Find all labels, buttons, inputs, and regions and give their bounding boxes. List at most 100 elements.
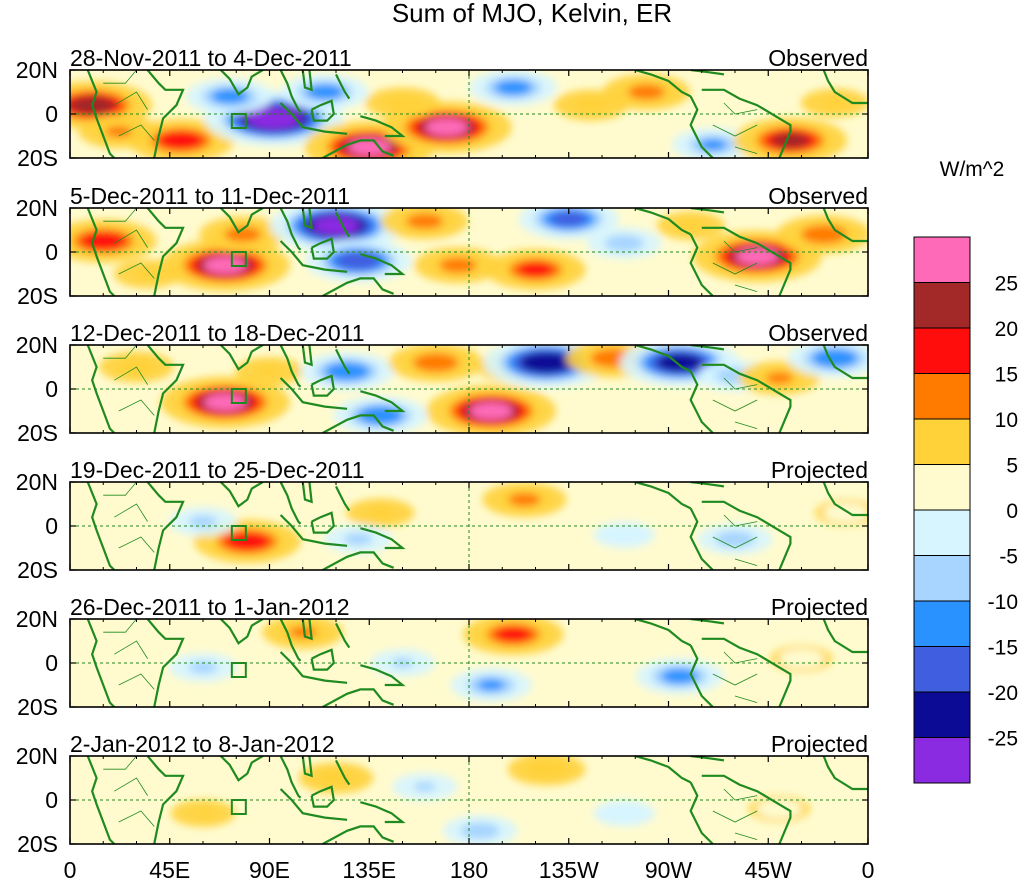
coastline [822, 482, 868, 517]
panel-period-label: 12-Dec-2011 to 18-Dec-2011 [70, 320, 365, 346]
field-blob [188, 515, 218, 528]
field-blob [224, 532, 270, 551]
panel-field [70, 756, 868, 844]
x-tick-label: 0 [862, 857, 875, 883]
coastline [689, 233, 714, 296]
field-blob [812, 348, 858, 368]
field-blob [604, 234, 644, 252]
field-blob [406, 213, 444, 229]
y-tick-label: 20S [17, 694, 58, 720]
coastline [146, 70, 185, 158]
panel-period-label: 28-Nov-2011 to 4-Dec-2011 [70, 45, 352, 71]
field-blob [520, 351, 574, 374]
country-border [114, 777, 148, 796]
coastline [335, 211, 351, 238]
coastline [279, 514, 348, 547]
x-tick-label: 0 [64, 857, 77, 883]
coastline [701, 500, 792, 570]
x-tick-label: 90W [645, 857, 693, 883]
panel-field [70, 208, 868, 296]
coastline [279, 240, 348, 273]
country-border [103, 756, 137, 770]
coastline [634, 208, 692, 236]
coastline [701, 637, 792, 707]
panels-group: 20N 0 20S 28-Nov-2011 to 4-Dec-2011 Observed… [16, 45, 869, 857]
coastline [335, 759, 351, 786]
y-tick-label: 0 [45, 101, 58, 127]
coastline [335, 73, 351, 100]
coastline [322, 414, 395, 433]
coastline [634, 482, 692, 510]
coastline [86, 756, 116, 844]
country-border [114, 366, 148, 385]
y-tick-label: 20N [16, 195, 58, 221]
y-tick-label: 0 [45, 787, 58, 813]
country-border [103, 345, 137, 359]
field-blob [347, 138, 391, 156]
colorbar-swatch [913, 509, 971, 556]
field-blob [439, 257, 477, 273]
y-tick-label: 20N [16, 469, 58, 495]
coastline [634, 70, 692, 98]
country-border [114, 503, 148, 522]
colorbar-swatch [913, 646, 971, 693]
country-border [118, 673, 155, 690]
field-blob [661, 668, 698, 684]
coastline [301, 482, 313, 504]
y-tick-label: 0 [45, 239, 58, 265]
country-border [712, 536, 758, 549]
coastline [86, 619, 116, 707]
colorbar-label: 15 [995, 364, 1018, 387]
colorbar-label: -5 [999, 546, 1018, 569]
panel-period-label: 19-Dec-2011 to 25-Dec-2011 [70, 457, 365, 483]
coastline [279, 788, 348, 821]
y-tick-label: 0 [45, 376, 58, 402]
panel-period-label: 5-Dec-2011 to 11-Dec-2011 [70, 183, 350, 209]
coastline [322, 825, 395, 844]
x-axis-labels: 0 45E 90E 135E 180 135W 90W 45W 0 [64, 857, 875, 883]
field-blob [715, 530, 755, 548]
panel-1: 20N 0 20S 28-Nov-2011 to 4-Dec-2011 Observed [16, 45, 869, 171]
coastline [86, 345, 116, 433]
country-border [734, 558, 758, 566]
coastline [279, 619, 302, 662]
field-blob [571, 96, 611, 114]
panel-status-label: Projected [771, 731, 868, 757]
country-border [712, 673, 758, 686]
field-blob [550, 211, 588, 227]
country-border [723, 102, 758, 115]
panel-field [70, 619, 868, 707]
y-tick-label: 20S [17, 145, 58, 171]
y-tick-label: 20S [17, 420, 58, 446]
y-tick-label: 20S [17, 831, 58, 857]
field-blob [224, 226, 262, 242]
field-blob [413, 353, 459, 372]
country-border [723, 240, 758, 253]
y-tick-label: 20N [16, 332, 58, 358]
colorbar-swatch [913, 327, 971, 374]
country-border [103, 208, 137, 222]
coastline [322, 277, 395, 296]
country-border [114, 91, 148, 110]
country-border [734, 146, 758, 154]
coastline [689, 781, 714, 844]
coastline [86, 70, 116, 158]
field-blob [676, 219, 705, 232]
field-blob [823, 503, 868, 523]
field-blob [524, 760, 569, 779]
coastline [822, 208, 868, 243]
field-blob [192, 808, 214, 818]
colorbar-swatch [913, 418, 971, 465]
coastline [279, 208, 302, 251]
colorbar-label: 10 [995, 409, 1018, 432]
coastline [822, 619, 868, 654]
coastline [689, 95, 714, 158]
colorbar-swatch [913, 555, 971, 602]
panel-status-label: Projected [771, 594, 868, 620]
coastline [301, 208, 313, 230]
panel-6: 20N 0 20S 2-Jan-2012 to 8-Jan-2012 Projected [16, 731, 869, 857]
x-tick-label: 45W [745, 857, 793, 883]
coastline [310, 648, 335, 671]
field-blob [765, 372, 793, 384]
